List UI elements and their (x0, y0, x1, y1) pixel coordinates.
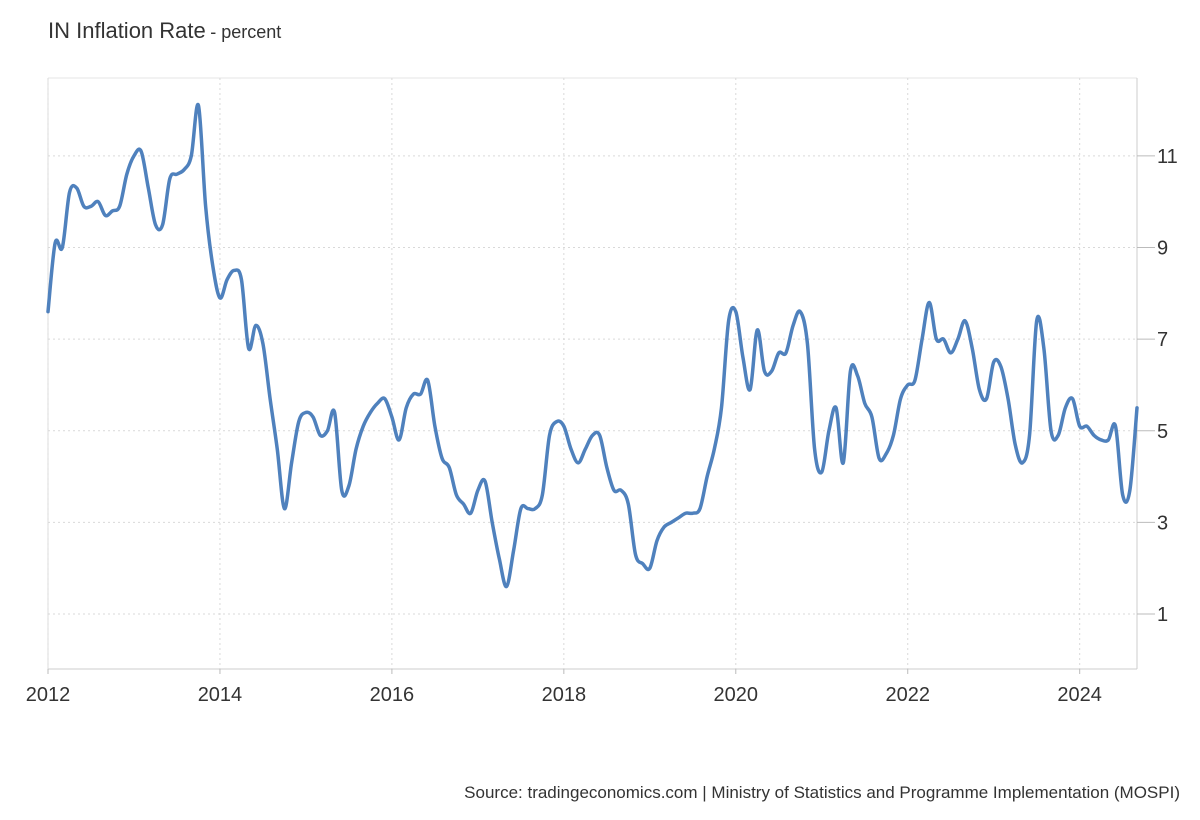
x-tick-label: 2016 (370, 684, 415, 706)
y-tick-label: 11 (1157, 146, 1178, 168)
x-tick-label: 2024 (1057, 684, 1102, 706)
y-tick-label: 9 (1157, 238, 1168, 260)
chart-subtitle: - percent (210, 22, 282, 42)
y-tick-label: 7 (1157, 329, 1168, 351)
y-tick-label: 5 (1157, 421, 1168, 443)
x-tick-label: 2020 (714, 684, 759, 706)
x-tick-label: 2014 (198, 684, 243, 706)
source-note: Source: tradingeconomics.com | Ministry … (464, 783, 1180, 802)
chart-title-block: IN Inflation Rate - percent (48, 18, 281, 44)
series-line-inflation-rate (46, 102, 1139, 589)
chart-title: IN Inflation Rate (48, 18, 206, 43)
x-tick-label: 2012 (26, 684, 71, 706)
y-tick-label: 3 (1157, 512, 1168, 534)
x-tick-label: 2022 (885, 684, 930, 706)
x-tick-label: 2018 (542, 684, 587, 706)
y-tick-label: 1 (1157, 604, 1168, 626)
